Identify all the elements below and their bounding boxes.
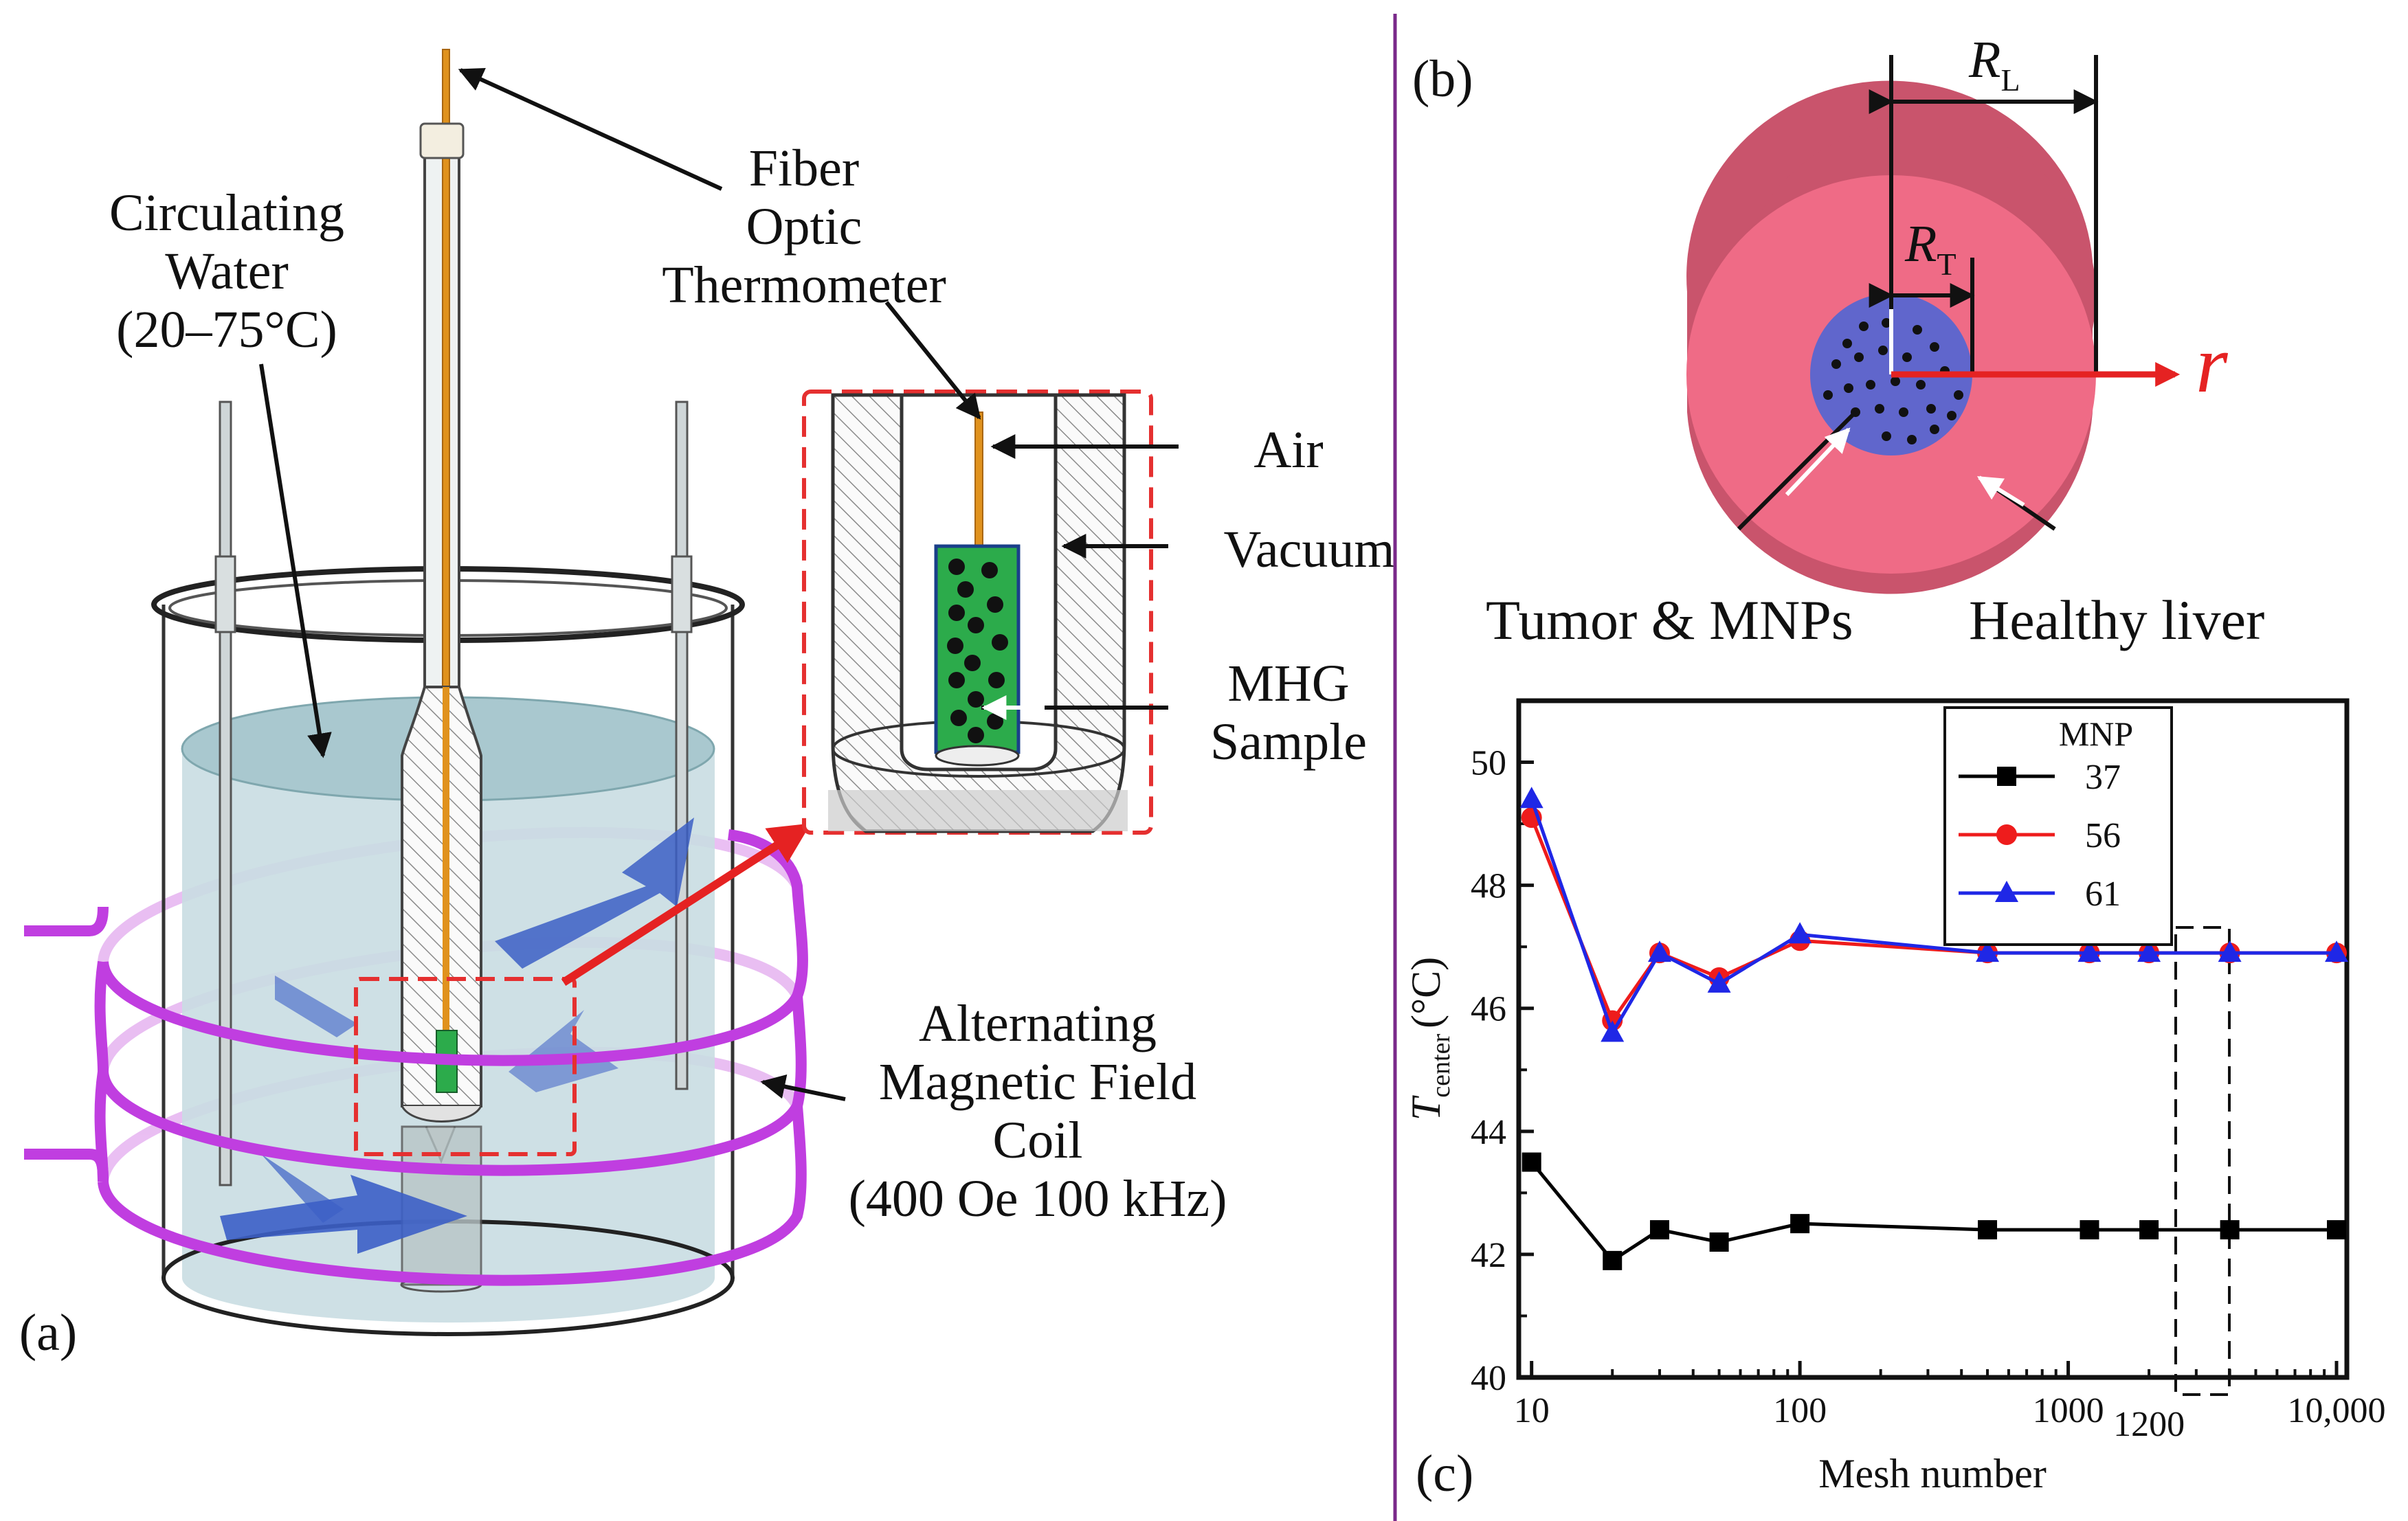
x-tick-label: 10 (1514, 1391, 1550, 1430)
data-point-61 (2218, 940, 2242, 962)
series-layer (1519, 787, 2348, 1270)
x-tick-label: 100 (1773, 1391, 1827, 1430)
highlight-box (2174, 926, 2231, 1396)
inset-detail (802, 390, 1153, 835)
data-point-37 (1649, 1220, 1669, 1240)
tumor-nanoparticles (1823, 318, 1963, 444)
series-line-56 (1530, 817, 2337, 1024)
x-tick-label: 1000 (2033, 1391, 2104, 1430)
data-point-61 (1647, 940, 1671, 962)
panel-c: (c) 40 42 44 46 48 50 10 100 1000 10,000 1200 Mes… (1403, 698, 2386, 1502)
panel-a-labels: Circulating Water (20–75°C) Fiber Optic … (19, 139, 1395, 1362)
water-label-1: Circulating (109, 184, 344, 242)
r-large-label: RL (1968, 31, 2020, 98)
legend-label-37: 37 (2085, 758, 2121, 797)
series-line-37 (1530, 1161, 2337, 1263)
legend-title: MNP (2059, 714, 2133, 753)
plot-frame (1516, 698, 2350, 1380)
y-tick-label: 46 (1471, 990, 1506, 1029)
data-point-61 (1788, 922, 1812, 944)
legend-box (1943, 706, 2173, 946)
data-point-37 (2220, 1220, 2240, 1240)
legend-marker-61 (1995, 881, 2018, 902)
x-axis-ticks: 10 100 1000 10,000 1200 (1514, 1361, 2386, 1444)
air-label: Air (1253, 421, 1323, 479)
panel-b: (b) RL RT r Tumor & MNP (1412, 31, 2264, 651)
vacuum-label: Vacuum (1223, 521, 1394, 578)
y-tick-label: 48 (1471, 867, 1506, 906)
y-tick-label: 50 (1471, 744, 1506, 783)
data-point-37 (2327, 1220, 2346, 1240)
r-axis-label: r (2196, 318, 2229, 409)
support-rods (214, 401, 693, 1186)
x-tick-label: 10,000 (2288, 1391, 2386, 1430)
x-tick-label-highlight: 1200 (2113, 1405, 2185, 1444)
thermometer-tube (400, 49, 482, 1293)
r-tumor-label: RT (1904, 215, 1957, 282)
water-flow-arrows (220, 818, 694, 1254)
data-point-61 (1707, 971, 1731, 993)
data-point-61 (1976, 940, 2000, 962)
coil-label-3: Coil (993, 1112, 1083, 1169)
data-point-37 (1709, 1232, 1729, 1252)
series-line-61 (1530, 798, 2337, 1037)
data-point-37 (1603, 1250, 1623, 1270)
legend-marker-37 (1997, 767, 2016, 786)
data-point-61 (1519, 787, 1543, 809)
water-label-2: Water (165, 243, 289, 300)
panel-a-letter: (a) (19, 1304, 77, 1362)
coil-label-1: Alternating (919, 995, 1157, 1052)
coil-label-2: Magnetic Field (879, 1053, 1196, 1111)
data-point-61 (2077, 940, 2102, 962)
data-point-37 (2080, 1220, 2099, 1240)
liver-label: Healthy liver (1969, 589, 2264, 651)
legend-label-61: 61 (2085, 875, 2121, 914)
zoom-region (354, 977, 577, 1156)
tumor-label: Tumor & MNPs (1486, 589, 1853, 651)
coil-front[interactable] (24, 829, 808, 1286)
data-point-37 (1790, 1214, 1810, 1234)
mhg-label-2: Sample (1210, 713, 1367, 771)
thermo-label-2: Optic (746, 198, 862, 256)
data-point-61 (1601, 1020, 1625, 1042)
y-axis-title: Tcenter(°C) (1403, 957, 1456, 1120)
x-axis-title: Mesh number (1818, 1451, 2047, 1496)
y-tick-label: 42 (1471, 1236, 1506, 1275)
legend: MNP 37 56 61 (1943, 706, 2173, 946)
panel-c-letter: (c) (1416, 1445, 1473, 1502)
y-tick-label: 44 (1471, 1113, 1506, 1152)
data-point-61 (2325, 940, 2348, 962)
water-label-3: (20–75°C) (116, 301, 337, 359)
mhg-label-1: MHG (1227, 655, 1349, 712)
y-tick-label: 40 (1471, 1359, 1506, 1398)
coil-label-4: (400 Oe 100 kHz) (849, 1170, 1227, 1228)
panel-a: Circulating Water (20–75°C) Fiber Optic … (19, 49, 1395, 1362)
data-point-37 (2139, 1220, 2159, 1240)
data-point-61 (2137, 940, 2161, 962)
legend-items: 37 56 61 (1959, 758, 2121, 914)
panel-b-letter: (b) (1412, 50, 1473, 108)
thermo-label-3: Thermometer (662, 256, 946, 314)
data-point-37 (1521, 1152, 1541, 1172)
y-axis-ticks: 40 42 44 46 48 50 (1471, 699, 1534, 1398)
data-point-37 (1978, 1220, 1998, 1240)
legend-marker-56 (1996, 824, 2017, 845)
thermo-label-1: Fiber (749, 139, 859, 197)
legend-label-56: 56 (2085, 816, 2121, 855)
zoom-arrow (561, 823, 812, 987)
